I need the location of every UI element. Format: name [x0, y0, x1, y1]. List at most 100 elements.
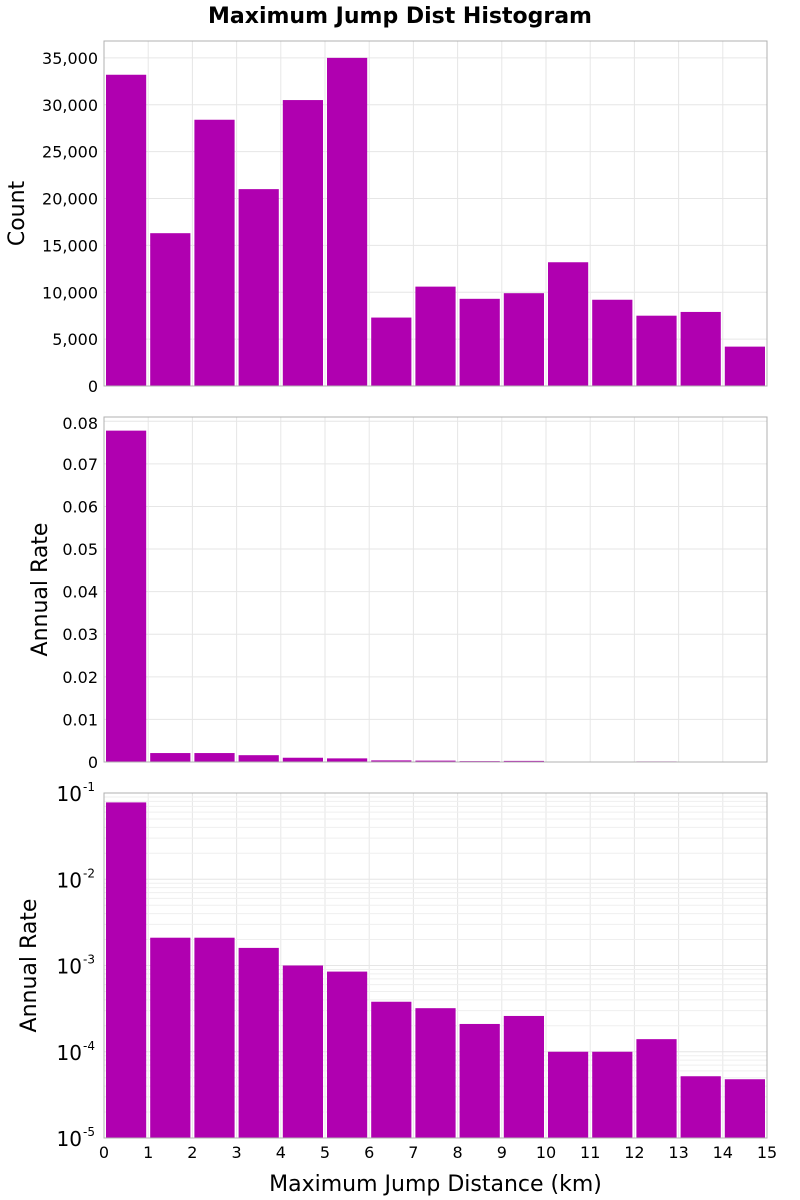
histogram-bar — [503, 293, 544, 386]
x-tick-label: 10 — [536, 1143, 556, 1162]
annual-rate-linear-panel: 0 0.01 0.02 0.03 0.04 0.05 0.06 0.07 0.08 Annual … — [28, 414, 768, 772]
histogram-bar — [548, 1051, 589, 1138]
histogram-bar — [282, 965, 323, 1138]
y-tick-label: 0 — [88, 377, 98, 396]
histogram-bar — [238, 755, 279, 762]
y-tick-label-exponent: -5 — [83, 1125, 95, 1139]
y-axis-label: Count — [5, 180, 30, 246]
plot-frame — [103, 416, 768, 763]
y-tick-label-exponent: -3 — [83, 953, 95, 967]
x-tick-label: 3 — [232, 1143, 242, 1162]
histogram-bar — [636, 1039, 677, 1138]
y-tick-label: 10,000 — [42, 283, 98, 302]
histogram-bar — [194, 937, 235, 1138]
y-tick-label: 0.08 — [62, 414, 98, 433]
x-tick-label: 7 — [408, 1143, 418, 1162]
histogram-bar — [548, 262, 589, 386]
grid — [103, 417, 768, 763]
y-tick-label-base: 10 — [57, 1127, 82, 1151]
y-tick-label: 30,000 — [42, 96, 98, 115]
y-tick-label: 0.01 — [62, 710, 98, 729]
y-tick-label: 15,000 — [42, 236, 98, 255]
histogram-bar — [459, 1023, 500, 1138]
x-tick-label: 12 — [624, 1143, 644, 1162]
histogram-bar — [150, 233, 191, 386]
x-tick-label: 14 — [713, 1143, 733, 1162]
y-tick-label-exponent: -2 — [83, 866, 95, 880]
x-tick-label: 8 — [453, 1143, 463, 1162]
histogram-bar — [503, 1015, 544, 1138]
histogram-bar — [724, 1079, 765, 1138]
histogram-bar — [371, 1001, 412, 1138]
y-tick-label: 5,000 — [52, 330, 98, 349]
y-axis-label: Annual Rate — [17, 899, 42, 1033]
histogram-bar — [194, 753, 235, 762]
y-tick-label: 35,000 — [42, 49, 98, 68]
histogram-bar — [327, 971, 368, 1138]
y-tick-label: 0.03 — [62, 625, 98, 644]
x-tick-label: 11 — [580, 1143, 600, 1162]
y-axis-label: Annual Rate — [28, 523, 53, 657]
x-tick-label: 6 — [364, 1143, 374, 1162]
histogram-bar — [106, 802, 147, 1138]
histogram-bar — [415, 1008, 456, 1138]
histogram-bar — [282, 757, 323, 762]
histogram-bar — [371, 760, 412, 762]
histogram-bar — [238, 947, 279, 1138]
y-tick-label: 0.04 — [62, 583, 98, 602]
histogram-bar — [327, 57, 368, 386]
histogram-bar — [724, 346, 765, 386]
histogram-bar — [680, 311, 721, 386]
histogram-bar — [327, 758, 368, 762]
bars — [106, 57, 765, 386]
histogram-bar — [636, 315, 677, 386]
y-tick-label: 20,000 — [42, 190, 98, 209]
y-tick-label: 0.06 — [62, 497, 98, 516]
y-tick-label-base: 10 — [57, 955, 82, 979]
plot-frame — [103, 40, 768, 387]
histogram-bar — [150, 937, 191, 1138]
x-tick-label: 13 — [668, 1143, 688, 1162]
figure-title: Maximum Jump Dist Histogram — [208, 4, 592, 29]
histogram-bar — [592, 1051, 633, 1138]
y-tick-label: 0 — [88, 753, 98, 772]
y-tick-label-base: 10 — [57, 782, 82, 806]
bars — [106, 430, 765, 762]
x-tick-label: 4 — [276, 1143, 286, 1162]
histogram-bar — [680, 1076, 721, 1138]
histogram-bar — [415, 760, 456, 762]
x-tick-label: 5 — [320, 1143, 330, 1162]
x-tick-label: 0 — [99, 1143, 109, 1162]
y-tick-label: 0.07 — [62, 455, 98, 474]
y-tick-label-exponent: -4 — [83, 1039, 95, 1053]
plot-area — [104, 417, 767, 762]
y-tick-label-base: 10 — [57, 1041, 82, 1065]
histogram-bar — [282, 100, 323, 386]
histogram-bar — [150, 753, 191, 762]
y-tick-label: 0.05 — [62, 540, 98, 559]
x-tick-label: 1 — [143, 1143, 153, 1162]
histogram-bar — [459, 298, 500, 386]
x-tick-label: 9 — [497, 1143, 507, 1162]
histogram-bar — [503, 760, 544, 762]
y-tick-label-exponent: -1 — [83, 780, 95, 794]
histogram-bar — [106, 74, 147, 386]
y-tick-label: 25,000 — [42, 143, 98, 162]
count-histogram-panel: 0 5,000 10,000 15,000 20,000 25,000 30,000 35,0… — [5, 40, 768, 396]
x-tick-label: 2 — [187, 1143, 197, 1162]
grid — [103, 41, 768, 387]
histogram-bar — [106, 430, 147, 762]
histogram-bar — [415, 286, 456, 386]
bars — [106, 802, 765, 1138]
plot-frame — [103, 792, 768, 1139]
x-tick-label: 15 — [757, 1143, 777, 1162]
histogram-bar — [592, 299, 633, 386]
histogram-bar — [371, 317, 412, 386]
x-axis-label: Maximum Jump Distance (km) — [269, 1172, 602, 1197]
histogram-bar — [194, 119, 235, 386]
y-tick-label-base: 10 — [57, 868, 82, 892]
histogram-bar — [238, 189, 279, 386]
y-tick-label: 0.02 — [62, 668, 98, 687]
